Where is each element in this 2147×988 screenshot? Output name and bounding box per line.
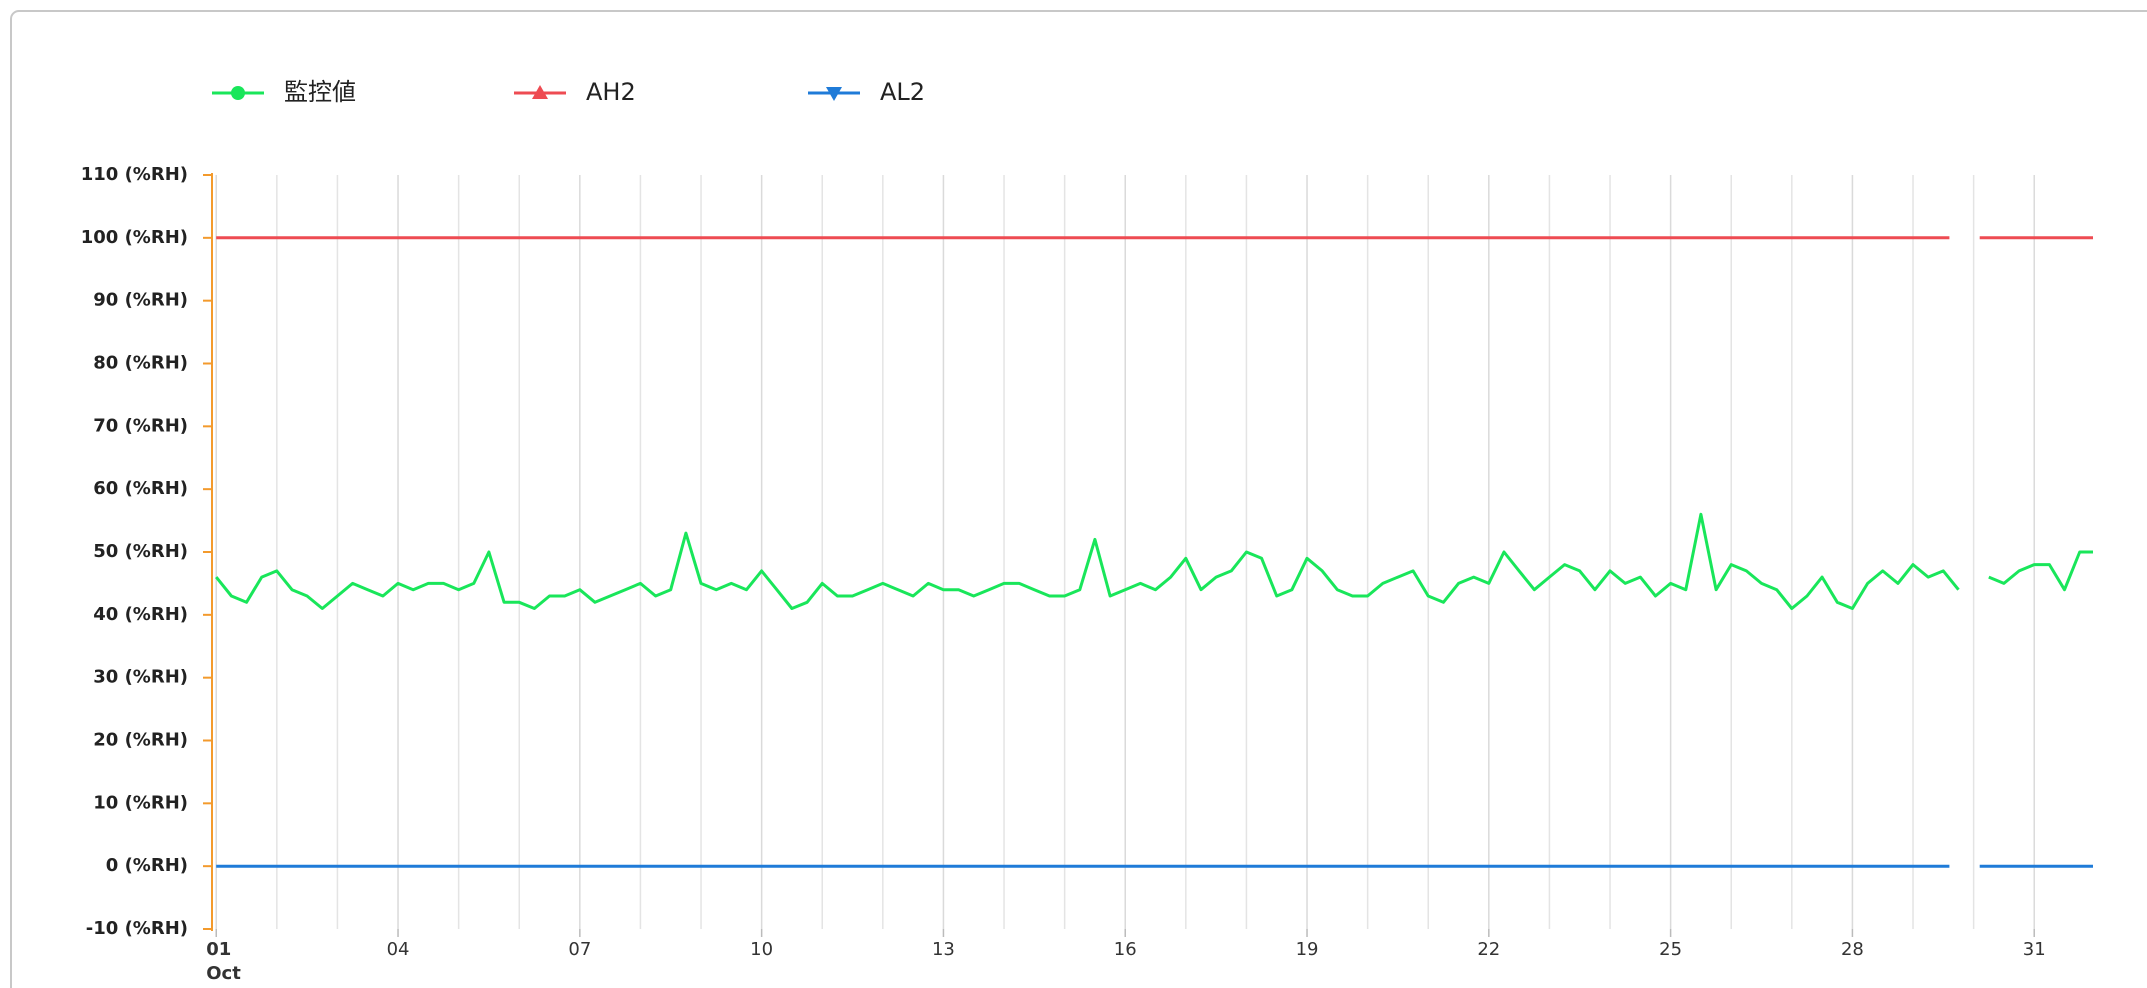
- y-tick-label: 110 (%RH): [81, 164, 188, 185]
- y-tick-label: 100 (%RH): [81, 227, 188, 248]
- panel-frame: [10, 10, 2147, 988]
- x-tick-label: 07: [568, 939, 591, 960]
- y-tick-label: -10 (%RH): [86, 918, 188, 939]
- x-tick-label: 28: [1841, 939, 1864, 960]
- x-tick-label: 16: [1114, 939, 1137, 960]
- y-tick-label: 10 (%RH): [93, 792, 188, 813]
- y-tick-label: 50 (%RH): [93, 541, 188, 562]
- x-tick-label: 25: [1659, 939, 1682, 960]
- x-tick-label: 13: [932, 939, 955, 960]
- x-tick-label: 01 Oct: [206, 939, 241, 984]
- legend-marker: [826, 87, 842, 101]
- y-tick-label: 90 (%RH): [93, 290, 188, 311]
- legend-label: AL2: [880, 78, 925, 106]
- y-tick-label: 30 (%RH): [93, 667, 188, 688]
- y-tick-label: 80 (%RH): [93, 353, 188, 374]
- legend-label: AH2: [586, 78, 636, 106]
- x-tick-label: 04: [387, 939, 410, 960]
- legend-marker: [532, 85, 548, 99]
- x-tick-label-line: Oct: [206, 963, 241, 984]
- legend-marker: [231, 86, 245, 100]
- x-tick-label: 22: [1477, 939, 1500, 960]
- y-tick-label: 40 (%RH): [93, 604, 188, 625]
- x-tick-label-line: 01: [206, 939, 231, 960]
- y-tick-label: 60 (%RH): [93, 478, 188, 499]
- y-tick-label: 70 (%RH): [93, 415, 188, 436]
- series-line: [215, 512, 2093, 610]
- y-tick-label: 0 (%RH): [106, 855, 188, 876]
- x-tick-label: 10: [750, 939, 773, 960]
- x-tick-label: 31: [2023, 939, 2046, 960]
- legend-label: 監控値: [284, 78, 356, 106]
- y-tick-label: 20 (%RH): [93, 730, 188, 751]
- x-tick-label: 19: [1296, 939, 1319, 960]
